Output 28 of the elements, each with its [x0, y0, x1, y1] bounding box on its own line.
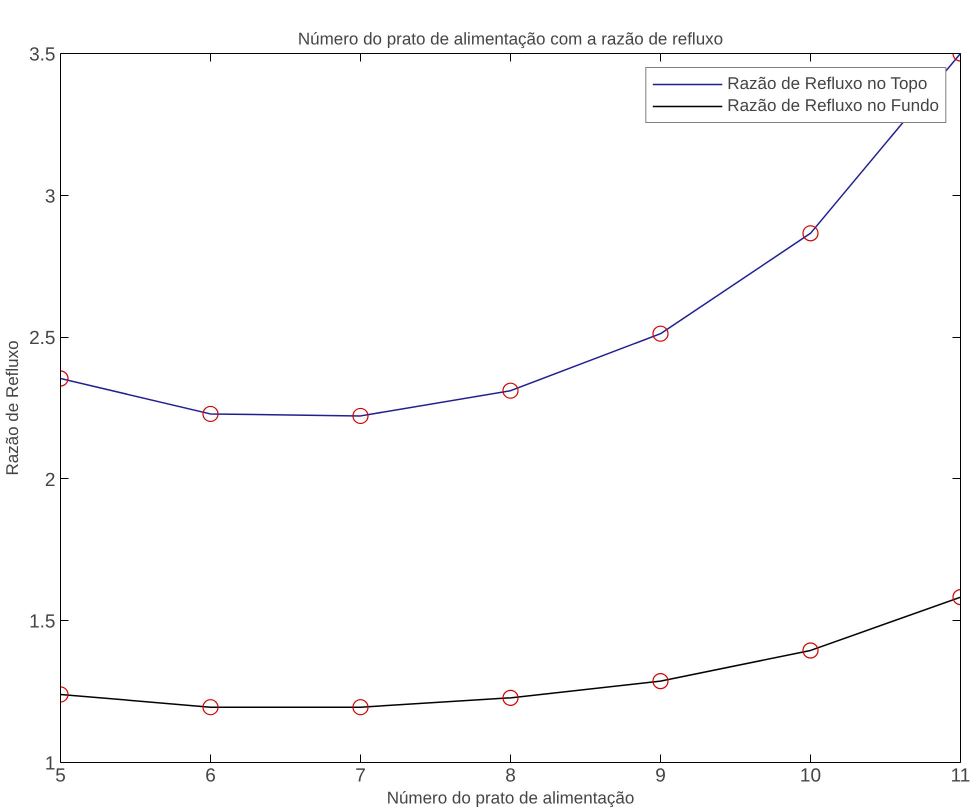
point	[802, 642, 819, 659]
legend-label: Razão de Refluxo no Fundo	[727, 96, 939, 116]
y-tick-label: 3.5	[29, 44, 56, 66]
x-tick-label: 11	[950, 766, 970, 786]
point	[652, 326, 669, 342]
x-tick-label: 8	[505, 766, 516, 786]
x-tick-label: 6	[205, 766, 216, 786]
point	[802, 225, 819, 242]
point	[352, 408, 369, 424]
x-axis-title: Número do prato de alimentação	[386, 788, 634, 808]
y-tick-label: 1	[44, 754, 56, 774]
point	[352, 699, 369, 716]
y-tick-label: 1.5	[29, 612, 56, 633]
point	[652, 673, 669, 690]
point	[502, 690, 519, 706]
legend-label: Razão de Refluxo no Topo	[727, 74, 928, 94]
point	[202, 699, 219, 716]
y-axis-title: Razão de Refluxo	[3, 340, 22, 476]
y-tick-label: 2.5	[29, 328, 56, 350]
x-tick-label: 5	[55, 766, 66, 786]
x-tick-label: 7	[355, 766, 366, 786]
y-tick-label: 3	[44, 186, 56, 208]
point	[202, 406, 219, 422]
point	[502, 382, 519, 399]
chart-title: Número do prato de alimentação com a razão de refluxo	[298, 30, 724, 48]
y-tick-label: 2	[44, 470, 56, 491]
x-tick-label: 10	[800, 766, 822, 786]
x-tick-label: 9	[655, 766, 666, 786]
